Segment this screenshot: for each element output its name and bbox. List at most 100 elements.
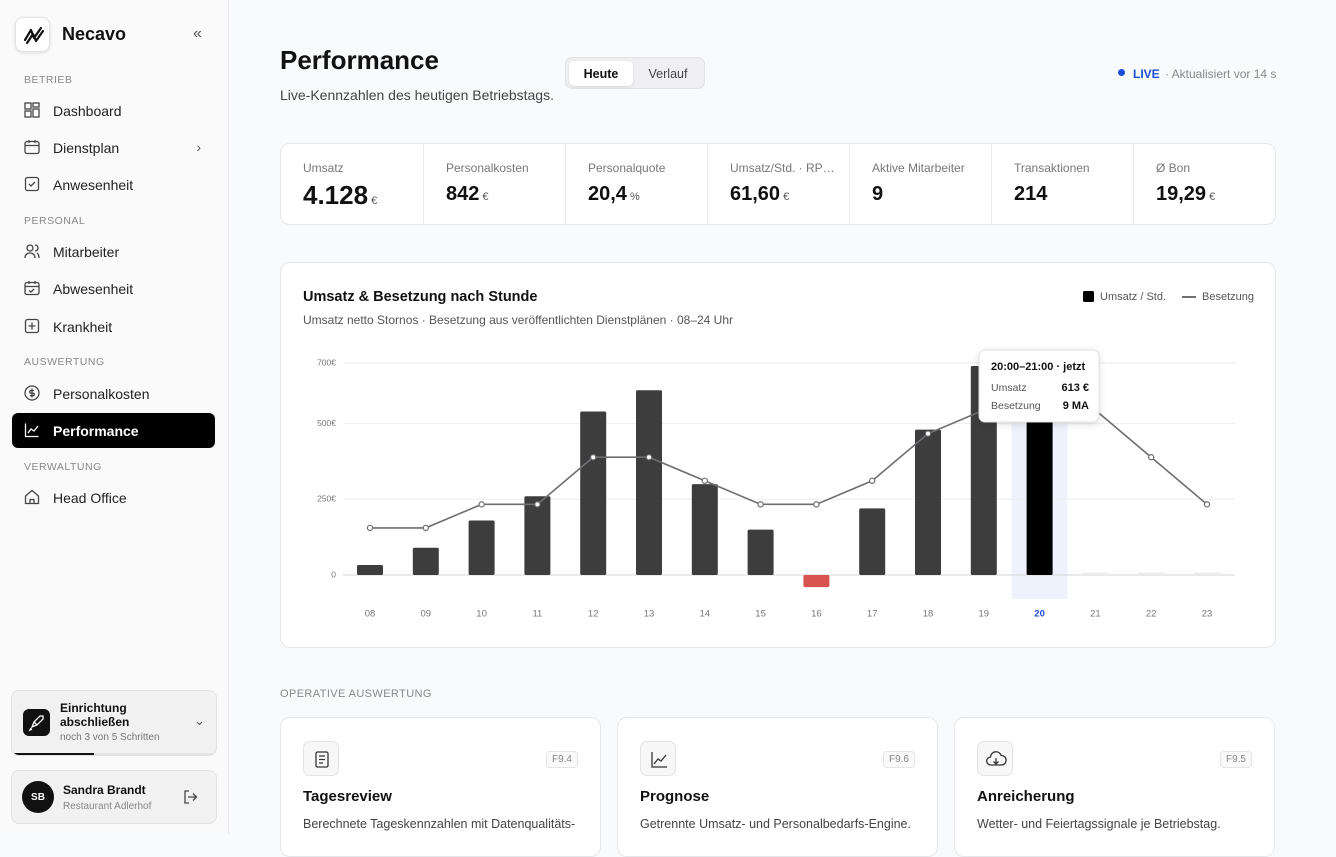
logo [15, 17, 50, 52]
nav-item[interactable]: Krankheit [12, 309, 215, 344]
nav-item-active[interactable]: Performance [12, 413, 215, 448]
nav-item[interactable]: Mitarbeiter [12, 234, 215, 269]
section-label: BETRIEB [24, 74, 73, 86]
chart-card: Umsatz & Besetzung nach Stunde Umsatz ne… [280, 262, 1276, 648]
line-marker [701, 477, 708, 484]
kpi-unit: € [1209, 191, 1216, 203]
bar-placeholder [1138, 572, 1165, 575]
module-text: Wetter- und Feiertagssignale je Betriebs… [977, 817, 1221, 831]
logout-icon[interactable] [183, 789, 199, 805]
line-marker [422, 524, 429, 532]
nav-label: Dienstplan [53, 139, 120, 156]
nav-item[interactable]: Dashboard [12, 93, 215, 128]
sidebar: Necavo « BETRIEB Dashboard Dienstplan › A… [0, 0, 229, 834]
module-title: Tagesreview [303, 788, 392, 805]
bar [1026, 389, 1053, 575]
nav-item[interactable]: Anwesenheit [12, 167, 215, 202]
user-place: Restaurant Adlerhof [63, 801, 152, 812]
x-tick-label: 20 [1034, 609, 1045, 620]
module-text: Getrennte Umsatz- und Personalbedarfs-En… [640, 817, 911, 831]
line-marker [478, 501, 485, 508]
kpi-label: Umsatz/Std. · RP… [730, 161, 835, 175]
kpi-value: 842 [446, 183, 480, 205]
nav-item[interactable]: Personalkosten [12, 376, 215, 411]
y-tick-label: 0 [331, 569, 336, 579]
legend-label: Besetzung [1202, 291, 1254, 303]
kpi-value: 214 [1014, 183, 1048, 205]
kpi-unit: € [482, 191, 489, 203]
chart-subtitle: Umsatz netto Stornos · Besetzung aus ver… [303, 313, 733, 327]
kpi-label: Aktive Mitarbeiter [872, 161, 965, 175]
x-tick-label: 10 [476, 609, 487, 620]
setup-card[interactable]: Einrichtung abschließen noch 3 von 5 Sch… [11, 690, 217, 756]
bar [691, 484, 718, 575]
module-title: Prognose [640, 788, 710, 805]
module-code: F9.6 [882, 751, 915, 768]
body: Necavo « BETRIEB Dashboard Dienstplan › A… [0, 0, 1277, 857]
tooltip-value: 9 MA [1063, 400, 1089, 412]
tooltip-title: 20:00–21:00 · jetzt [991, 361, 1085, 373]
module-icon [640, 741, 676, 776]
module-text: Berechnete Tageskennzahlen mit Datenqual… [303, 817, 576, 831]
kpi: Personalkosten 842 € [423, 144, 565, 224]
module-card[interactable]: F9.6 Prognose Getrennte Umsatz- und Person… [617, 717, 938, 857]
x-tick-label: 15 [755, 609, 766, 620]
setup-title: Einrichtung abschließen [60, 701, 130, 729]
legend-swatch [1083, 291, 1094, 302]
x-tick-label: 19 [979, 609, 990, 620]
user-name: Sandra Brandt [63, 783, 146, 797]
kpi: Transaktionen 214 [991, 144, 1133, 224]
avatar: SB [22, 781, 54, 813]
chart-title: Umsatz & Besetzung nach Stunde [303, 289, 537, 305]
module-code: F9.5 [1219, 751, 1252, 768]
nav-label: Head Office [53, 489, 127, 506]
tooltip: 20:00–21:00 · jetzt Umsatz 613 € Besetzung 9… [978, 349, 1100, 423]
nav-label: Personalkosten [53, 385, 150, 402]
module-card[interactable]: F9.4 Tagesreview Berechnete Tageskennzahle… [280, 717, 601, 857]
tooltip-box [978, 349, 1100, 423]
x-tick-label: 08 [365, 609, 376, 620]
nav-item[interactable]: Dienstplan › [12, 130, 215, 165]
x-tick-label: 16 [811, 609, 822, 620]
page-title: Performance [280, 45, 439, 75]
x-tick-label: 09 [421, 609, 432, 620]
module-card[interactable]: F9.5 Anreicherung Wetter- und Feiertagssig… [954, 717, 1275, 857]
bar [636, 390, 662, 575]
nav-label: Anwesenheit [53, 176, 134, 193]
kpi-label: Ø Bon [1156, 161, 1191, 175]
nav-label: Mitarbeiter [53, 243, 120, 260]
kpi: Umsatz 4.128 € [281, 144, 423, 224]
user-card[interactable]: SB Sandra Brandt Restaurant Adlerhof [11, 770, 217, 824]
page: Performance {"sidebar": {"brand": "Necav… [0, 0, 1277, 857]
kpi-unit: % [629, 191, 640, 203]
kpi-unit: € [783, 191, 790, 203]
collapse-button[interactable]: « [193, 25, 202, 42]
kpi: Aktive Mitarbeiter 9 [849, 144, 991, 224]
module-icon [303, 741, 339, 776]
brand: Necavo [62, 24, 127, 44]
nav-label: Dashboard [53, 102, 122, 119]
kpi: Ø Bon 19,29 € [1133, 144, 1275, 224]
x-tick-label: 23 [1202, 609, 1213, 620]
kpi-unit: € [371, 195, 378, 207]
x-tick-label: 13 [644, 609, 655, 620]
x-tick-label: 22 [1146, 609, 1157, 620]
kpi-value: 4.128 [303, 180, 369, 210]
nav-item[interactable]: Abwesenheit [12, 271, 215, 306]
bar [412, 547, 439, 575]
setup-subtitle: noch 3 von 5 Schritten [60, 732, 160, 743]
line-marker [590, 454, 597, 461]
line-marker [1203, 501, 1211, 508]
bar-placeholder [1082, 572, 1109, 575]
tab-active[interactable]: Heute [569, 61, 633, 86]
nav-item[interactable]: Head Office [12, 480, 215, 515]
kpi-label: Personalquote [588, 161, 666, 175]
line-marker [924, 430, 932, 437]
tab[interactable]: Verlauf [648, 66, 688, 81]
bar [915, 429, 941, 575]
bar [468, 520, 495, 575]
nav-label: Performance [53, 422, 139, 439]
line-marker [366, 524, 374, 532]
module-title: Anreicherung [977, 788, 1075, 805]
module-icon [977, 741, 1013, 776]
